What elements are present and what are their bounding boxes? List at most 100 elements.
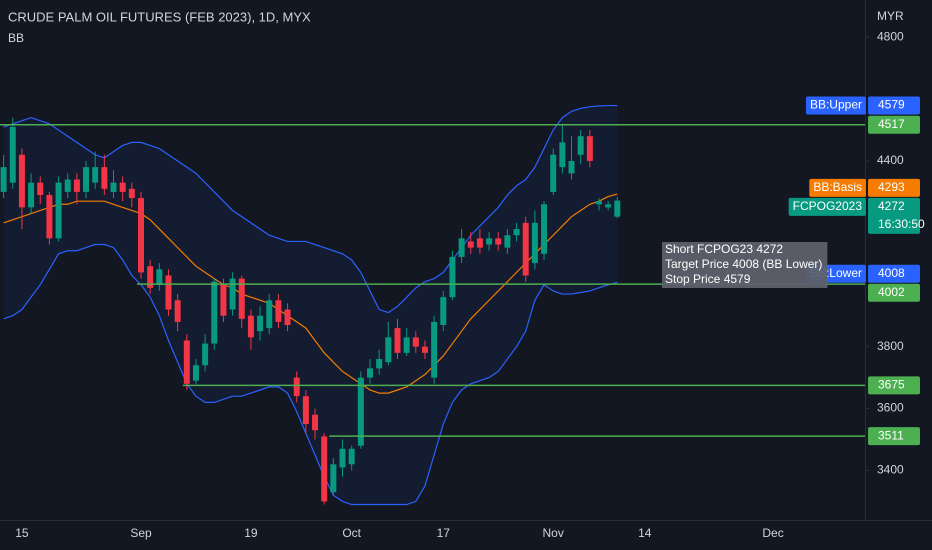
candle-body [293,377,300,397]
candle-body [92,167,99,183]
annotation-line: Stop Price 4579 [665,272,751,286]
candle-body [458,238,465,257]
x-tick-label: 19 [244,526,258,540]
candle-body [559,142,566,168]
price-label-value: 4293 [878,180,905,194]
candle-body [486,238,493,245]
candle-body [403,337,410,353]
price-label-box [868,115,920,134]
y-tick-label: 3600 [877,401,904,415]
candle-body [541,204,548,254]
candle-body [605,204,612,208]
candle-body [449,256,456,298]
candle-body [367,368,373,378]
plot-area [0,104,865,506]
price-label-box [868,264,920,283]
candle-body [577,136,584,155]
candle-body [431,321,438,378]
price-label-box [868,376,920,395]
candle-body [247,315,254,338]
candle-body [504,235,511,248]
price-label-value: 4517 [878,117,905,131]
currency: MYR [877,9,904,23]
candle-body [229,278,236,310]
price-label-name: BB:Upper [810,98,862,112]
candle-body [202,343,209,366]
candle-body [174,300,181,322]
candle-body [412,337,419,347]
candle-body [128,188,135,199]
candle-body [421,346,428,353]
candle-body [467,241,474,248]
price-label-box [868,178,920,197]
chart-title: CRUDE PALM OIL FUTURES (FEB 2023), 1D, M… [8,9,311,24]
candle-body [522,222,529,276]
candle-body [385,337,392,363]
candle-body [275,300,282,322]
candle-body [614,200,621,217]
price-label-box [868,427,920,446]
candle-body [312,414,319,431]
candle-body [0,167,7,192]
price-countdown: 16:30:50 [878,217,925,231]
candle-body [339,448,346,468]
price-label-box [868,96,920,115]
price-label-name-box [788,197,866,216]
annotation-box [662,242,828,288]
candle-body [183,340,190,384]
candle-body [119,182,126,192]
candle-body [495,238,502,245]
x-tick-label: Nov [543,526,564,540]
candle-body [476,238,483,248]
price-label-name-box [809,178,866,197]
price-label-name-box [805,96,866,115]
candle-body [348,448,355,465]
annotation-line: Target Price 4008 (BB Lower) [665,257,822,271]
bb-upper-line [3,104,618,314]
x-tick-label: Dec [762,526,783,540]
candle-body [147,266,154,288]
candle-body [266,300,273,329]
price-label-value: 4579 [878,98,905,112]
candle-body [18,154,25,208]
y-tick-label: 3800 [877,339,904,353]
candle-body [101,167,108,189]
candle-body [28,182,35,208]
x-tick-label: 14 [638,526,652,540]
candle-body [357,377,364,446]
band-fill [3,105,618,505]
price-label-value: 4008 [878,266,905,280]
candle-body [220,284,227,316]
candle-body [513,229,520,236]
candle-body [302,396,309,425]
price-label-box [868,283,920,302]
price-label-value: 3511 [878,428,904,442]
candle-body [73,179,80,192]
x-tick-label: 17 [437,526,451,540]
y-tick-label: 4400 [877,153,904,167]
candle-body [586,136,593,161]
x-tick-label: 15 [15,526,29,540]
price-label-name: FCPOG2023 [793,199,863,213]
candle-body [192,365,199,381]
candle-body [394,328,401,353]
candle-body [330,464,337,493]
candle-body [440,297,447,325]
annotation-line: Short FCPOG23 4272 [665,242,783,256]
candle-body [165,275,172,310]
candle-body [37,182,44,195]
bb-basis-line [3,193,618,394]
candle-body [596,201,602,205]
price-label-box [868,197,920,234]
candle-body [376,359,383,369]
candle-body [257,315,264,332]
y-tick-label: 4800 [877,29,904,43]
candle-body [321,436,328,502]
candle-body [284,309,291,325]
price-label-name: BB:Basis [813,180,862,194]
candle-body [83,167,90,192]
candle-body [138,198,144,273]
candle-body [238,278,245,319]
price-label-value: 3675 [878,378,905,392]
